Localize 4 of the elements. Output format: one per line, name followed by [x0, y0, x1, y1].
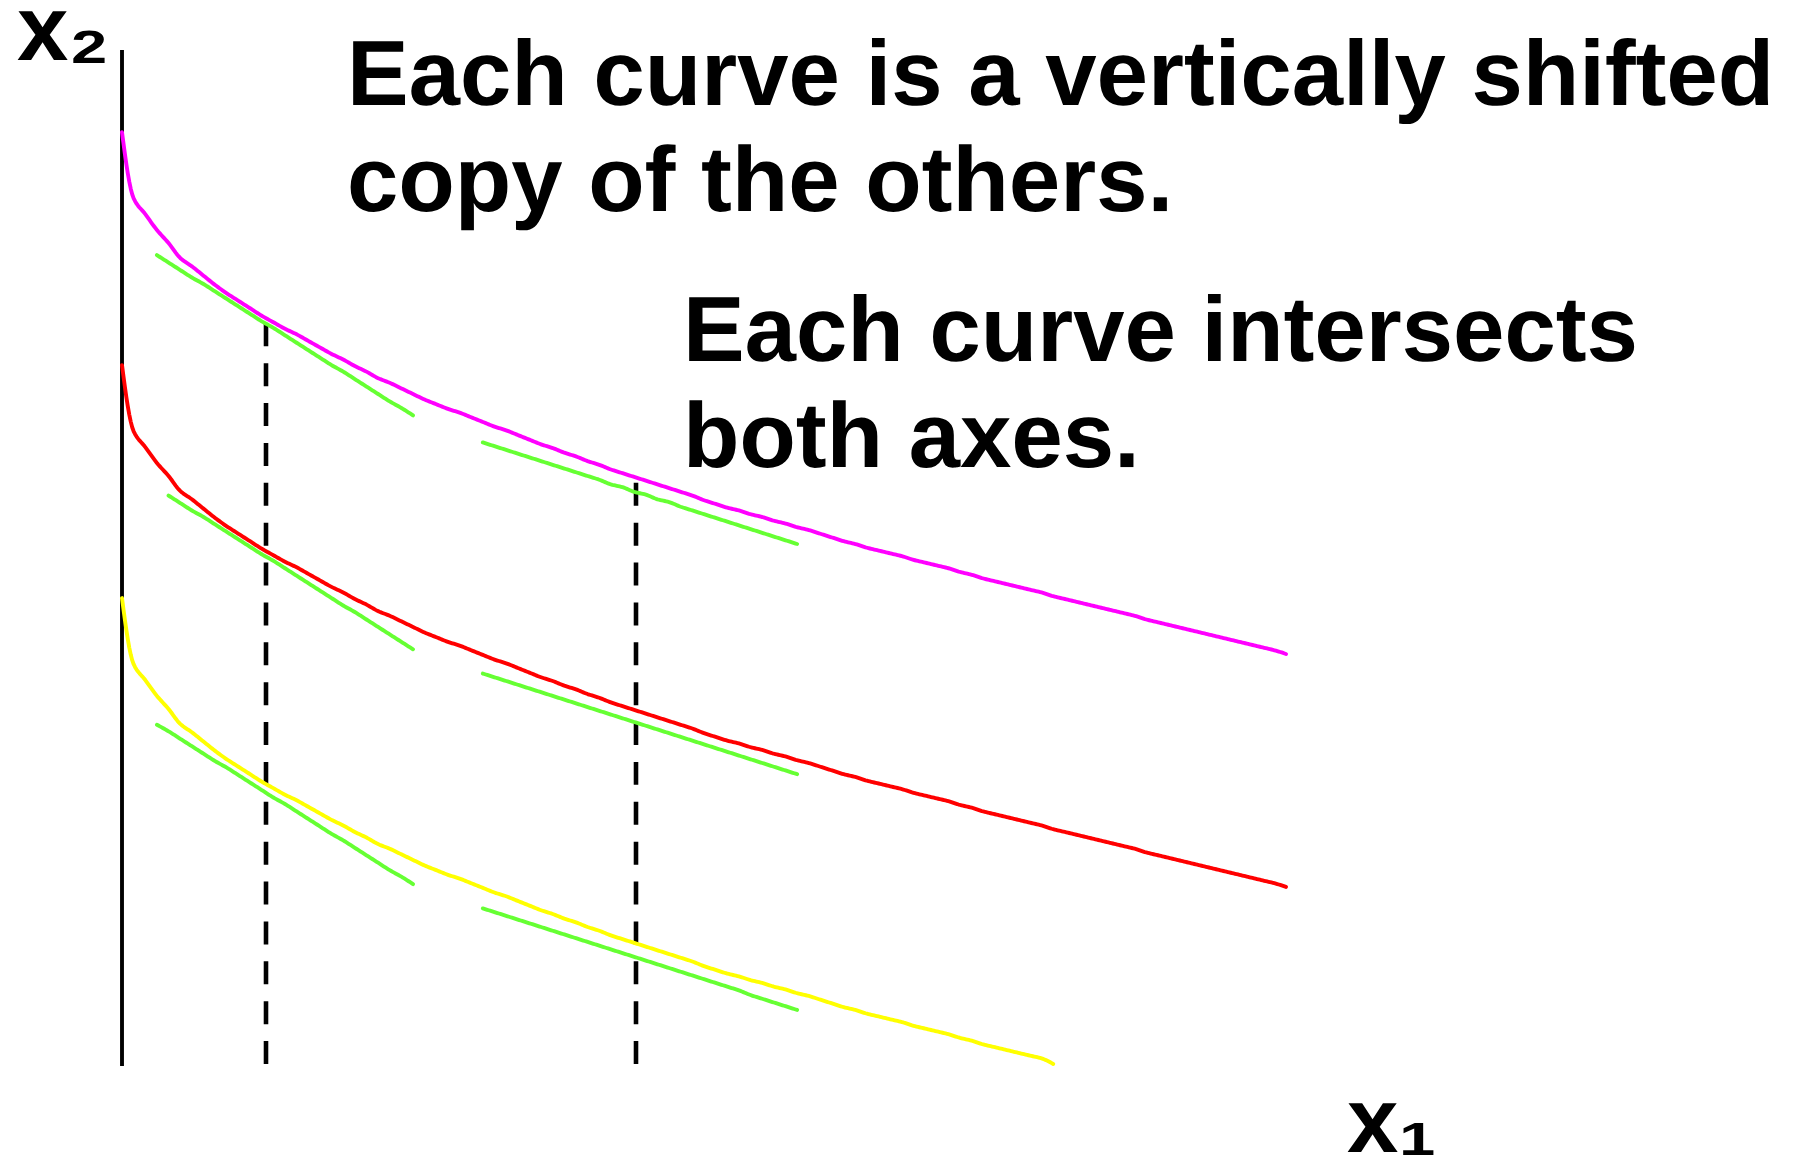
annotation: Each curve intersects both axes.: [689, 293, 1635, 468]
x-axis-title: x₁: [1347, 1103, 1434, 1155]
y-axis-title: x₂: [17, 11, 105, 63]
chart-title: Each curve is a vertically shifted copy of the others.: [350, 37, 1769, 231]
